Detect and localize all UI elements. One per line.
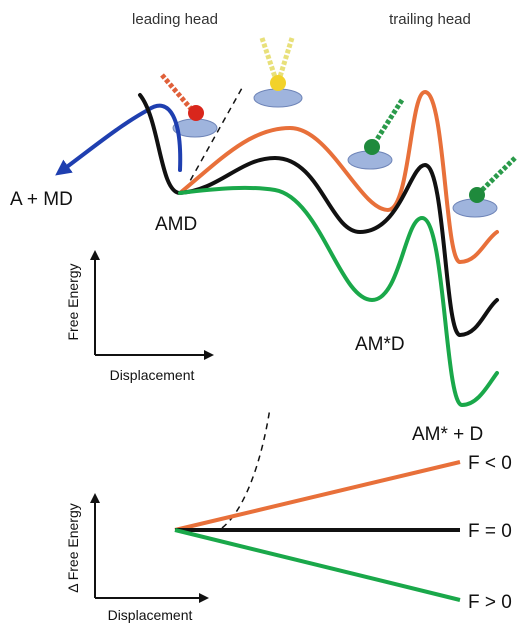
line-label: F < 0 <box>468 453 512 474</box>
y-axis-label: Δ Free Energy <box>65 503 81 593</box>
line-label: F > 0 <box>468 592 512 613</box>
line-orange <box>175 462 460 530</box>
head-label: leading head <box>132 11 218 28</box>
head-label: trailing head <box>389 11 471 28</box>
state-label: AM* + D <box>412 424 483 445</box>
motor-icon <box>348 100 402 169</box>
motor-icon <box>254 38 302 107</box>
motor-icon <box>162 75 217 137</box>
x-axis-label: Displacement <box>108 607 193 623</box>
state-label: AMD <box>155 214 197 235</box>
motor-icon <box>453 158 515 217</box>
state-label: A + MD <box>10 189 73 210</box>
diagram: leading head trailing head A + MD AMD AM… <box>0 0 527 627</box>
state-label: AM*D <box>355 334 405 355</box>
y-axis-label: Free Energy <box>65 263 81 340</box>
line-green <box>175 530 460 600</box>
dashed-curve <box>185 88 242 190</box>
line-label: F = 0 <box>468 521 512 542</box>
x-axis-label: Displacement <box>110 367 195 383</box>
